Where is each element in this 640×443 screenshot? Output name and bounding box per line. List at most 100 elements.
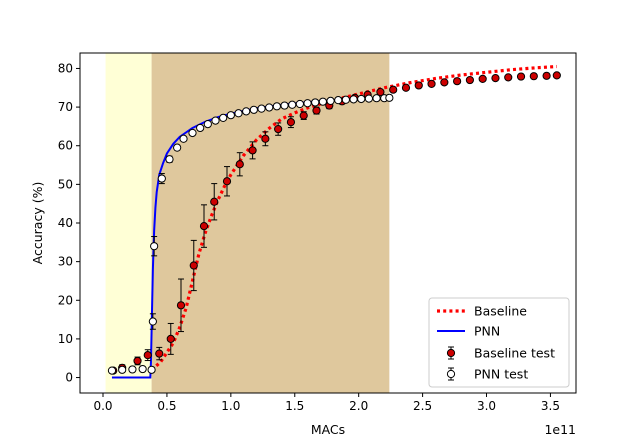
pnn-test-point — [372, 94, 381, 103]
baseline-test-point — [516, 72, 526, 81]
y-tick-label: 80 — [58, 61, 73, 75]
baseline-test-point — [453, 77, 462, 86]
pnn-test-point — [341, 95, 350, 104]
x-tick-label: 3.0 — [477, 399, 496, 413]
pnn-test-point — [157, 174, 166, 183]
baseline-test-point — [414, 81, 423, 90]
baseline-test-point — [261, 134, 270, 143]
pnn-test-point — [249, 105, 258, 114]
pnn-test-point — [357, 94, 366, 104]
y-axis-label: Accuracy (%) — [30, 182, 45, 265]
x-tick-label: 2.0 — [349, 399, 368, 413]
pnn-test-point — [265, 103, 274, 112]
pnn-test-point — [147, 365, 156, 374]
data-series — [107, 64, 561, 379]
legend: Baseline PNN Baseline test PNN test — [428, 297, 570, 388]
legend-pnn-test-swatch — [446, 369, 456, 379]
pnn-test-point — [107, 366, 117, 375]
pnn-test-point — [234, 109, 243, 118]
baseline-test-point — [286, 118, 296, 127]
baseline-line — [150, 64, 557, 372]
x-tick-label: 1.0 — [221, 399, 240, 413]
baseline-test-point — [312, 106, 321, 115]
x-tick-label: 2.5 — [413, 399, 432, 413]
pnn-test-point — [257, 104, 266, 113]
baseline-test-point — [389, 85, 398, 94]
baseline-test-point — [199, 221, 209, 231]
legend-baseline-test-swatch — [446, 348, 456, 358]
y-tick-label: 0 — [65, 371, 73, 385]
pnn-test-point — [173, 143, 182, 152]
pnn-test-point — [196, 123, 205, 133]
baseline-test-point — [299, 111, 308, 120]
x-tick-label: 0.5 — [157, 399, 176, 413]
pnn-test-point — [150, 242, 159, 251]
baseline-test-point — [155, 349, 164, 358]
pnn-test-point — [318, 97, 327, 106]
pnn-test-point — [311, 98, 320, 107]
baseline-test-point — [478, 74, 487, 83]
baseline-test-point — [504, 73, 513, 82]
legend-label: Baseline test — [474, 346, 555, 361]
pnn-test-point — [242, 107, 251, 116]
shaded-regions — [105, 53, 390, 393]
x-tick-label: 0.0 — [93, 399, 112, 413]
baseline-test-point — [542, 71, 551, 80]
pnn-test-point — [165, 155, 174, 164]
baseline-test-point — [440, 78, 449, 87]
pnn-test-point — [272, 102, 281, 111]
legend-label: PNN test — [474, 367, 528, 382]
y-tick-label: 60 — [58, 139, 73, 153]
y-tick-label: 30 — [58, 255, 73, 269]
baseline-test-point — [401, 83, 411, 92]
baseline-test-point — [176, 301, 186, 310]
legend-label: PNN — [474, 324, 500, 339]
baseline-test-point — [210, 197, 219, 206]
pnn-test-point — [334, 96, 343, 105]
pnn-test-point — [219, 113, 228, 123]
baseline-test-point — [465, 75, 474, 85]
baseline-test-point — [376, 87, 385, 97]
legend-box — [428, 297, 570, 388]
pnn-test-point — [349, 95, 358, 104]
pnn-test-point — [211, 116, 220, 125]
y-tick-label: 50 — [58, 177, 73, 191]
pnn-test-point — [303, 99, 312, 108]
pnn-test-point — [179, 134, 188, 143]
x-tick-label: 3.5 — [541, 399, 560, 413]
x-axis-label: MACs — [311, 422, 345, 437]
baseline-test-point — [133, 356, 142, 366]
pnn-test-point — [128, 365, 137, 374]
legend-label: Baseline — [474, 304, 527, 319]
y-tick-label: 40 — [58, 216, 73, 230]
pnn-test-point — [288, 100, 297, 109]
baseline-test-point — [529, 72, 538, 81]
light-region — [105, 53, 152, 393]
baseline-test-point — [235, 160, 244, 169]
baseline-test-point — [491, 74, 500, 83]
baseline-test-point — [143, 351, 152, 360]
baseline-test-point — [552, 71, 561, 80]
axis-ticks: 0.0 0.5 1.0 1.5 2.0 2.5 3.0 3.5 0 10 20 30 40 50 60 70 8… — [58, 61, 560, 413]
pnn-test-point — [280, 101, 289, 110]
baseline-test-point — [166, 334, 175, 344]
pnn-test-point — [138, 364, 147, 374]
baseline-test-point — [274, 125, 283, 134]
axes-frame — [79, 52, 577, 394]
baseline-test-point — [222, 177, 232, 186]
pnn-test-point — [295, 99, 304, 109]
pnn-test-point — [385, 93, 394, 102]
pnn-test-point — [326, 96, 335, 106]
y-tick-label: 70 — [58, 100, 73, 114]
pnn-test-point — [226, 111, 235, 120]
pnn-test-point — [118, 365, 127, 374]
baseline-test-point — [248, 146, 257, 155]
x-axis-offset-label: 1e11 — [544, 422, 576, 437]
pnn-test-point — [188, 128, 197, 138]
baseline-test-point — [189, 261, 198, 270]
x-tick-label: 1.5 — [285, 399, 304, 413]
y-tick-label: 10 — [58, 332, 73, 346]
pnn-test-point — [364, 94, 374, 103]
pnn-test-point — [148, 317, 157, 326]
